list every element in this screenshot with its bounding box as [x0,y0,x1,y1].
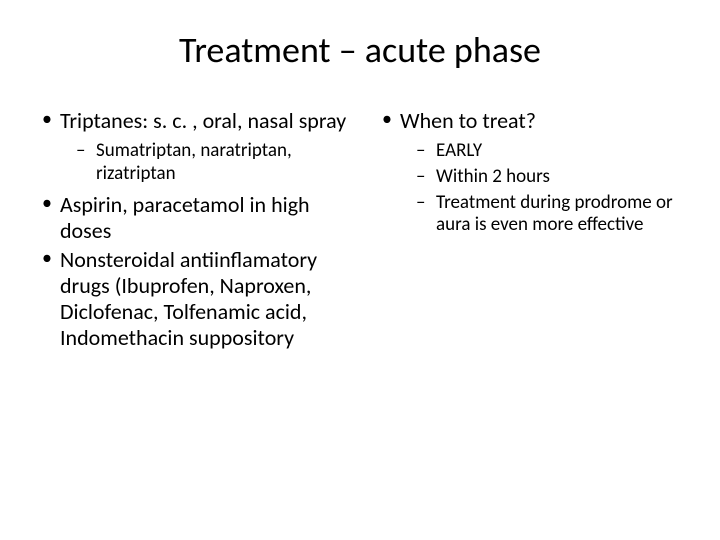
slide: { "title": "Treatment – acute phase", "l… [0,0,720,540]
left-sublist: Sumatriptan, naratriptan, rizatriptan [60,140,350,186]
list-item: When to treat? EARLY Within 2 hours Trea… [378,108,690,237]
right-column: When to treat? EARLY Within 2 hours Trea… [370,108,690,355]
left-list: Triptanes: s. c. , oral, nasal spray Sum… [38,108,350,351]
list-item-text: When to treat? [400,107,536,134]
list-item: Nonsteroidal antiinflamatory drugs (Ibup… [38,247,350,351]
content-columns: Triptanes: s. c. , oral, nasal spray Sum… [30,108,690,355]
list-item: Triptanes: s. c. , oral, nasal spray Sum… [38,108,350,186]
list-item-text: Triptanes: s. c. , oral, nasal spray [60,107,346,134]
slide-title: Treatment – acute phase [30,28,690,72]
list-item-text: Nonsteroidal antiinflamatory drugs (Ibup… [60,246,317,351]
sub-item: EARLY [400,140,690,163]
list-item: Aspirin, paracetamol in high doses [38,192,350,244]
sub-item: Sumatriptan, naratriptan, rizatriptan [60,140,350,186]
sub-item: Within 2 hours [400,166,690,189]
list-item-text: Aspirin, paracetamol in high doses [60,191,310,244]
right-sublist: EARLY Within 2 hours Treatment during pr… [400,140,690,237]
left-column: Triptanes: s. c. , oral, nasal spray Sum… [30,108,350,355]
sub-item: Treatment during prodrome or aura is eve… [400,192,690,238]
right-list: When to treat? EARLY Within 2 hours Trea… [378,108,690,237]
